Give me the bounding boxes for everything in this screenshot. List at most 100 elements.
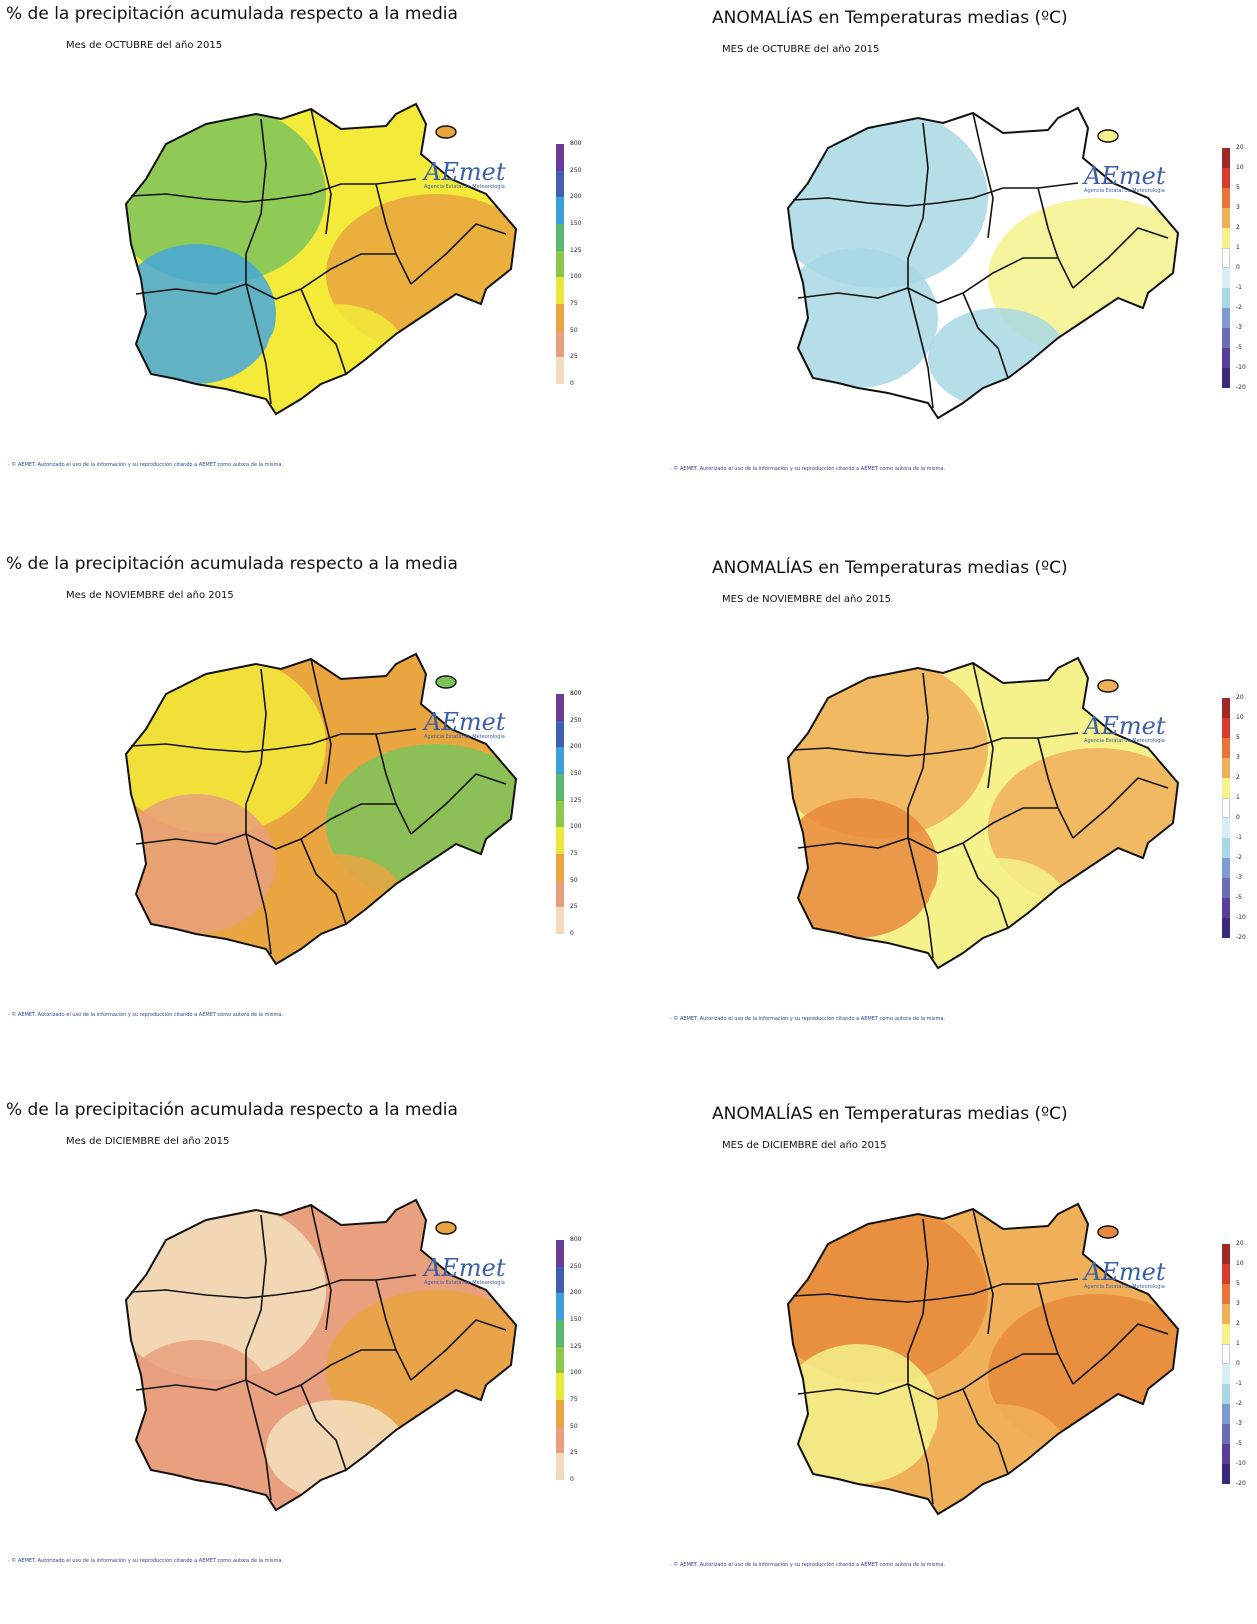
legend-swatch (556, 907, 564, 934)
legend-label: -10 (1236, 1460, 1246, 1467)
aemet-logo-text: AEmet (1084, 162, 1166, 190)
province-border-4 (375, 1279, 412, 1381)
region-outline (124, 1198, 518, 1512)
legend-label: 200 (570, 1289, 582, 1297)
legend-swatch (1222, 1444, 1230, 1464)
legend-label: -2 (1236, 854, 1242, 861)
region-map (786, 656, 1180, 970)
province-border-2 (245, 118, 267, 284)
map-title: % de la precipitación acumulada respecto… (6, 554, 458, 574)
province-border-4 (375, 183, 412, 285)
province-border-5 (135, 1349, 396, 1396)
province-border-6 (245, 1379, 272, 1501)
map-panel-temp-nov: ANOMALÍAS en Temperaturas medias (ºC) MES… (670, 558, 1257, 1078)
legend-label: -1 (1236, 1380, 1242, 1387)
legend-label: 0 (1236, 1360, 1240, 1367)
legend-label: 2 (1236, 224, 1240, 231)
legend-label: 0 (1236, 814, 1240, 821)
aemet-logo: AEmet Agencia Estatal de Meteorología (1084, 1258, 1165, 1290)
legend-label: 250 (570, 1262, 582, 1270)
legend-swatch (556, 694, 564, 721)
province-border-8 (1072, 227, 1169, 289)
legend-label: 50 (570, 326, 578, 334)
legend-swatch (1222, 758, 1230, 778)
color-legend: 20 10 5 3 2 1 0 -1 -2 -3 -5 -10 -20 (1222, 144, 1246, 391)
legend-swatch (1222, 1424, 1230, 1444)
province-border-7 (962, 842, 1009, 929)
map-color-zone-4 (266, 1400, 406, 1500)
legend-label: 250 (570, 166, 582, 174)
legend-label: -3 (1236, 324, 1242, 331)
color-legend: 800 250 200 150 125 100 75 50 25 0 (556, 140, 581, 387)
copyright-footer: - © AEMET. Autorizado el uso de la infor… (670, 1016, 946, 1022)
copyright-footer: - © AEMET. Autorizado el uso de la infor… (8, 1012, 284, 1018)
enclave-treviño (1097, 679, 1119, 693)
legend-label: 3 (1236, 204, 1240, 211)
map-color-zone-2 (126, 244, 276, 384)
province-border-5 (135, 253, 396, 300)
legend-swatch (1222, 148, 1230, 168)
legend-label: 150 (570, 770, 582, 777)
legend-label: 75 (570, 300, 578, 307)
aemet-logo-tagline: Agencia Estatal de Meteorología (424, 184, 505, 190)
aemet-logo-tagline: Agencia Estatal de Meteorología (1084, 738, 1165, 744)
map-color-zone-2 (126, 1340, 276, 1480)
aemet-logo: AEmet Agencia Estatal de Meteorología (1084, 712, 1165, 744)
legend-label: 2 (1236, 774, 1240, 781)
legend-swatch (1222, 288, 1230, 308)
map-color-zone-2 (126, 794, 276, 934)
legend-label: 800 (570, 1236, 582, 1243)
map-panel-precip-dic: % de la precipitación acumulada respecto… (6, 1100, 626, 1620)
legend-swatch (1222, 738, 1230, 758)
legend-swatch (556, 800, 564, 828)
legend-label: -3 (1236, 874, 1242, 881)
province-border-6 (245, 833, 272, 955)
legend-swatch (1222, 1244, 1230, 1264)
map-color-zone-4 (266, 304, 406, 404)
legend-swatch (556, 853, 564, 881)
map-canvas (768, 638, 1188, 978)
legend-label: 0 (570, 1476, 574, 1483)
legend-label: -3 (1236, 1420, 1242, 1427)
province-border-2 (245, 668, 267, 834)
province-border-1 (792, 182, 1079, 207)
legend-swatch (556, 277, 564, 304)
province-border-3 (972, 662, 994, 789)
map-color-zone-4 (928, 858, 1068, 958)
province-border-5 (797, 1353, 1058, 1400)
legend-label: -1 (1236, 834, 1242, 841)
legend-swatch (556, 1426, 564, 1454)
legend-label: 0 (570, 930, 574, 937)
province-border-7 (300, 838, 347, 925)
aemet-logo-text: AEmet (1084, 1258, 1166, 1286)
legend-label: -5 (1236, 894, 1242, 901)
map-panel-precip-oct: % de la precipitación acumulada respecto… (6, 4, 626, 524)
color-legend: 800 250 200 150 125 100 75 50 25 0 (556, 1236, 581, 1483)
legend-swatch (1222, 208, 1230, 228)
legend-label: -2 (1236, 304, 1242, 311)
legend-swatch (1222, 1364, 1230, 1384)
region-outline (786, 106, 1180, 420)
copyright-footer: - © AEMET. Autorizado el uso de la infor… (670, 466, 946, 472)
legend-swatch (1222, 1284, 1230, 1304)
province-border-2 (907, 672, 929, 838)
map-canvas (106, 634, 526, 974)
legend-swatch (1222, 818, 1230, 838)
province-border-6 (907, 1383, 934, 1505)
province-border-7 (962, 292, 1009, 379)
legend-swatch (1222, 778, 1230, 798)
aemet-logo: AEmet Agencia Estatal de Meteorología (424, 1254, 505, 1286)
legend-label: 2 (1236, 1320, 1240, 1327)
legend-label: 100 (570, 273, 582, 281)
legend-swatch (556, 357, 564, 384)
map-color-zone-4 (928, 1404, 1068, 1504)
province-border-2 (245, 1214, 267, 1380)
legend-label: 50 (570, 1422, 578, 1430)
map-canvas (106, 1180, 526, 1520)
legend-label: 25 (570, 1449, 578, 1457)
legend-swatch (1222, 368, 1230, 388)
legend-swatch (556, 197, 564, 224)
legend-label: 0 (1236, 264, 1240, 271)
map-title: % de la precipitación acumulada respecto… (6, 1100, 458, 1120)
map-canvas (768, 88, 1188, 428)
